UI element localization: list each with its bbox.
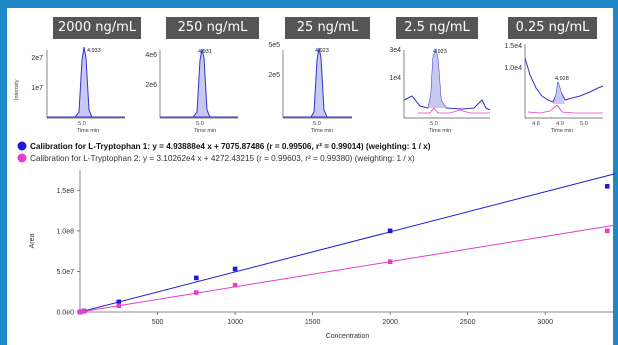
- legend-marker-series-1: [17, 141, 27, 151]
- data-point-series-2: [604, 228, 610, 234]
- data-point-series-2: [116, 303, 122, 308]
- inset-label-2-5: 2.5 ng/mL: [396, 17, 478, 39]
- data-point-series-1: [232, 266, 238, 272]
- legend-entry-series-2: Calibration for L-Tryptophan 2: y = 3.10…: [30, 154, 415, 163]
- inset-ytick: 5e5: [268, 42, 280, 49]
- inset-xtick: 5.0: [313, 121, 321, 127]
- inset-peak-label: 4.928: [555, 76, 569, 82]
- inset-ylabel: Intensity: [14, 79, 20, 100]
- inset-label-0-25: 0.25 ng/mL: [508, 17, 597, 39]
- inset-peak-label: 4.923: [315, 48, 329, 54]
- calibration-plot: 0.0e0 5.0e7 1.0e8 1.5e8 500 1000 1500 2000 2500…: [29, 170, 616, 340]
- data-point-series-1: [116, 299, 122, 305]
- inset-ytick: 1.5e4: [504, 43, 522, 50]
- inset-chromatogram-25: 5e5 2e5 4.923 5.0 Time min: [268, 42, 352, 134]
- frame-top-bar: [0, 0, 618, 8]
- inset-ytick: 4e6: [145, 52, 157, 59]
- inset-ytick: 2e6: [145, 82, 157, 89]
- x-tick-label: 1000: [227, 319, 243, 326]
- x-tick-label: 500: [152, 319, 164, 326]
- y-tick-label: 5.0e7: [56, 269, 74, 276]
- inset-ytick: 2e5: [268, 72, 280, 79]
- data-point-series-2: [78, 309, 83, 315]
- data-point-series-2: [194, 290, 199, 295]
- inset-xtick: 5.0: [580, 121, 588, 127]
- legend-entry-series-1: Calibration for L-Tryptophan 1: y = 4.93…: [30, 142, 431, 151]
- inset-chromatogram-2000: 2e7 1e7 Intensity 4.933 5.0 Time min: [14, 46, 125, 134]
- x-tick-label: 1500: [305, 319, 321, 326]
- inset-chromatogram-0-25: 1.5e4 1.0e4 4.928 4.8 4.9 5.0 Time min: [504, 43, 604, 134]
- inset-xtick: 5.0: [196, 121, 204, 127]
- data-point-series-2: [232, 282, 238, 288]
- inset-xtick: 5.0: [78, 121, 86, 127]
- inset-peak-label: 4.933: [87, 48, 101, 54]
- inset-ytick: 1.0e4: [504, 65, 522, 72]
- inset-xlabel: Time min: [551, 128, 573, 134]
- inset-ytick: 1e4: [389, 75, 401, 82]
- data-point-series-1: [604, 183, 610, 189]
- data-point-series-1: [387, 228, 393, 234]
- inset-peak-label: 4.931: [198, 49, 212, 55]
- inset-xtick: 4.8: [532, 121, 540, 127]
- legend-marker-series-2: [17, 153, 27, 163]
- data-point-series-2: [81, 309, 87, 314]
- inset-ytick: 3e4: [389, 47, 401, 54]
- fit-line-series-1: [79, 173, 616, 313]
- x-tick-label: 2000: [382, 319, 398, 326]
- y-axis-label: Area: [29, 234, 36, 249]
- data-point-series-1: [194, 275, 199, 281]
- inset-xtick: 4.9: [556, 121, 564, 127]
- frame-right-bar: [613, 0, 618, 345]
- data-point-series-2: [387, 259, 393, 264]
- inset-chromatogram-2-5: 3e4 1e4 4.923 5.0 Time min: [389, 47, 491, 134]
- x-tick-label: 3000: [537, 319, 553, 326]
- inset-peak-label: 4.923: [433, 49, 447, 55]
- y-tick-label: 1.5e8: [56, 188, 74, 195]
- inset-xlabel: Time min: [429, 128, 451, 134]
- legend: Calibration for L-Tryptophan 1: y = 4.93…: [17, 141, 431, 163]
- x-tick-label: 2500: [460, 319, 476, 326]
- x-axis-label: Concentration: [326, 333, 370, 340]
- frame-left-bar: [0, 0, 7, 345]
- y-tick-label: 1.0e8: [56, 228, 74, 235]
- inset-xtick: 5.0: [430, 121, 438, 127]
- fit-line-series-2: [79, 224, 616, 313]
- inset-label-25: 25 ng/mL: [285, 17, 370, 39]
- inset-ytick: 2e7: [31, 55, 43, 62]
- inset-xlabel: Time min: [194, 128, 216, 134]
- inset-chromatogram-250: 4e6 2e6 4.931 5.0 Time min: [145, 48, 238, 134]
- y-tick-label: 0.0e0: [56, 310, 74, 317]
- inset-label-250: 250 ng/mL: [166, 17, 259, 39]
- inset-xlabel: Time min: [311, 128, 333, 134]
- inset-label-2000: 2000 ng/mL: [53, 17, 141, 39]
- inset-xlabel: Time min: [77, 128, 99, 134]
- inset-ytick: 1e7: [31, 85, 43, 92]
